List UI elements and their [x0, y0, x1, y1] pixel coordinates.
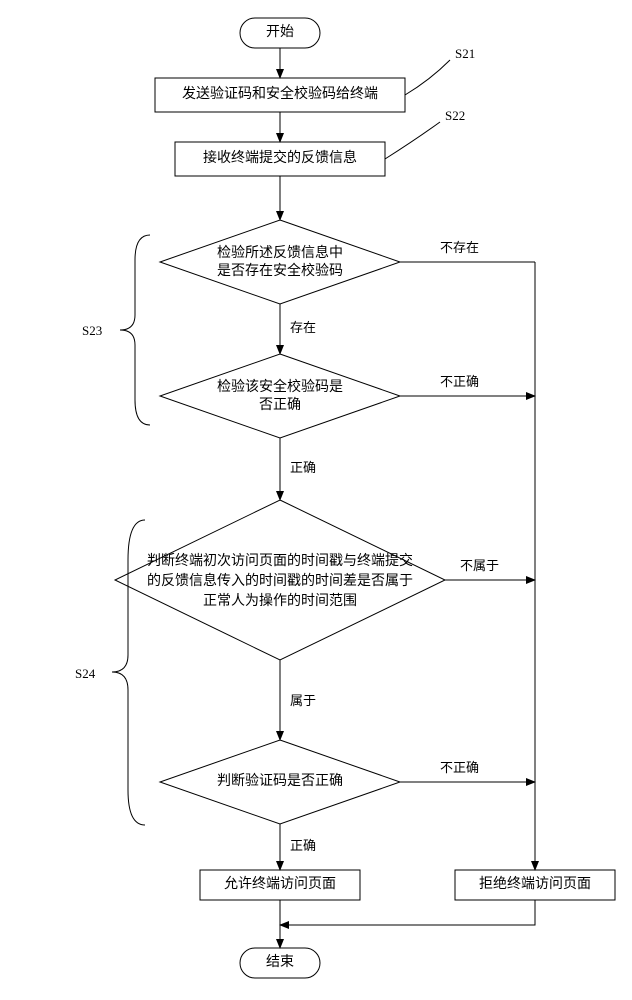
d1-yes-label: 存在	[290, 320, 316, 335]
deny-text: 拒绝终端访问页面	[479, 876, 591, 892]
d2-no-label: 不正确	[440, 374, 479, 389]
s21-text: 发送验证码和安全校验码给终端	[182, 85, 378, 102]
d3-yes-label: 属于	[290, 693, 316, 708]
d2-line2: 否正确	[259, 397, 301, 413]
end-label: 结束	[266, 954, 294, 970]
d1-no-label: 不存在	[440, 240, 479, 255]
d4-no-label: 不正确	[440, 760, 479, 775]
d2-yes-label: 正确	[290, 460, 316, 475]
d2-line1: 检验该安全校验码是	[217, 378, 343, 395]
s23-step-label: S23	[82, 323, 102, 338]
s23-brace	[120, 235, 150, 425]
s21-step-label: S21	[455, 46, 475, 61]
d4-yes-label: 正确	[290, 838, 316, 853]
d3-no-label: 不属于	[460, 558, 499, 573]
d1-diamond	[160, 220, 400, 304]
d2-diamond	[160, 354, 400, 438]
s24-brace	[112, 520, 145, 825]
start-label: 开始	[266, 24, 294, 40]
d3-line2: 的反馈信息传入的时间戳的时间差是否属于	[147, 572, 413, 589]
s22-text: 接收终端提交的反馈信息	[203, 149, 357, 166]
edge-deny-end	[280, 900, 535, 925]
s22-step-label: S22	[445, 108, 465, 123]
d3-line3: 正常人为操作的时间范围	[203, 592, 357, 609]
d4-line1: 判断验证码是否正确	[217, 773, 343, 789]
s21-callout	[405, 60, 450, 95]
s22-callout	[385, 122, 440, 159]
d1-line2: 是否存在安全校验码	[217, 262, 343, 279]
d3-line1: 判断终端初次访问页面的时间戳与终端提交	[147, 552, 413, 569]
s24-step-label: S24	[75, 666, 96, 681]
d1-line1: 检验所述反馈信息中	[217, 244, 343, 261]
allow-text: 允许终端访问页面	[224, 876, 336, 892]
